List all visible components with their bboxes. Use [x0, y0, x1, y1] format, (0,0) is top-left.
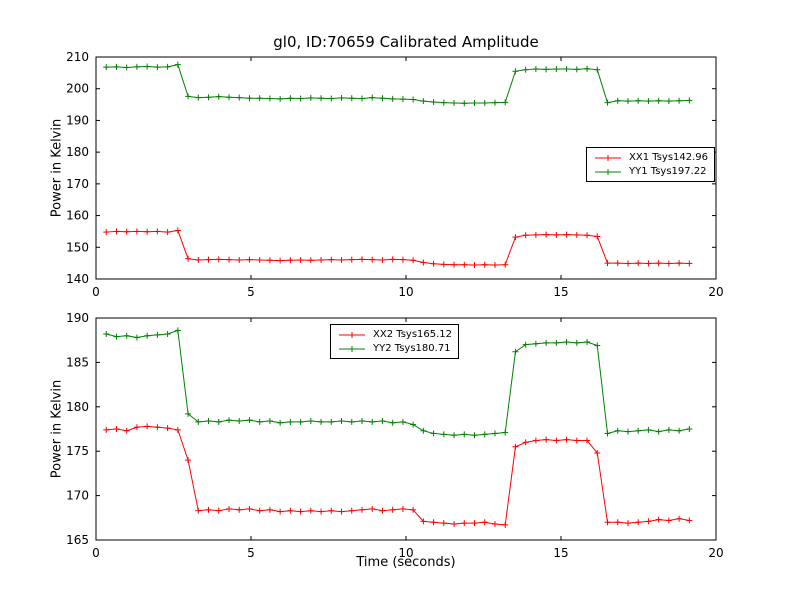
svg-text:10: 10: [398, 546, 413, 560]
svg-text:210: 210: [66, 50, 89, 64]
svg-text:160: 160: [66, 209, 89, 223]
legend-entry: XX1 Tsys142.96: [593, 152, 708, 163]
legend-line-sample-icon: [339, 345, 365, 352]
svg-text:165: 165: [66, 533, 89, 547]
chart-title: gl0, ID:70659 Calibrated Amplitude: [273, 33, 539, 51]
legend-top-plot: XX1 Tsys142.96 YY1 Tsys197.22: [586, 147, 716, 182]
svg-text:170: 170: [66, 177, 89, 191]
svg-text:5: 5: [247, 285, 255, 299]
svg-text:170: 170: [66, 489, 89, 503]
svg-text:180: 180: [66, 400, 89, 414]
legend-bottom-plot: XX2 Tsys165.12 YY2 Tsys180.71: [330, 324, 460, 359]
y-axis-label-top: Power in Kelvin: [49, 118, 65, 218]
svg-text:185: 185: [66, 355, 89, 369]
svg-text:175: 175: [66, 444, 89, 458]
svg-text:0: 0: [92, 285, 100, 299]
legend-label: XX2 Tsys165.12: [373, 329, 453, 340]
svg-text:10: 10: [398, 285, 413, 299]
svg-text:20: 20: [708, 285, 723, 299]
legend-line-sample-icon: [339, 331, 365, 338]
legend-line-sample-icon: [595, 168, 621, 175]
legend-label: XX1 Tsys142.96: [629, 152, 709, 163]
svg-text:200: 200: [66, 82, 89, 96]
legend-entry: YY2 Tsys180.71: [337, 343, 452, 354]
y-axis-label-bottom: Power in Kelvin: [49, 379, 65, 479]
svg-text:190: 190: [66, 113, 89, 127]
svg-text:20: 20: [708, 546, 723, 560]
svg-text:5: 5: [247, 546, 255, 560]
legend-entry: XX2 Tsys165.12: [337, 329, 452, 340]
svg-text:0: 0: [92, 546, 100, 560]
svg-text:140: 140: [66, 272, 89, 286]
legend-label: YY1 Tsys197.22: [629, 166, 707, 177]
svg-text:180: 180: [66, 145, 89, 159]
legend-entry: YY1 Tsys197.22: [593, 166, 708, 177]
legend-line-sample-icon: [595, 154, 621, 161]
x-axis-label: Time (seconds): [356, 555, 456, 570]
svg-text:15: 15: [553, 546, 568, 560]
svg-text:190: 190: [66, 311, 89, 325]
svg-text:150: 150: [66, 240, 89, 254]
legend-label: YY2 Tsys180.71: [373, 343, 451, 354]
svg-text:15: 15: [553, 285, 568, 299]
